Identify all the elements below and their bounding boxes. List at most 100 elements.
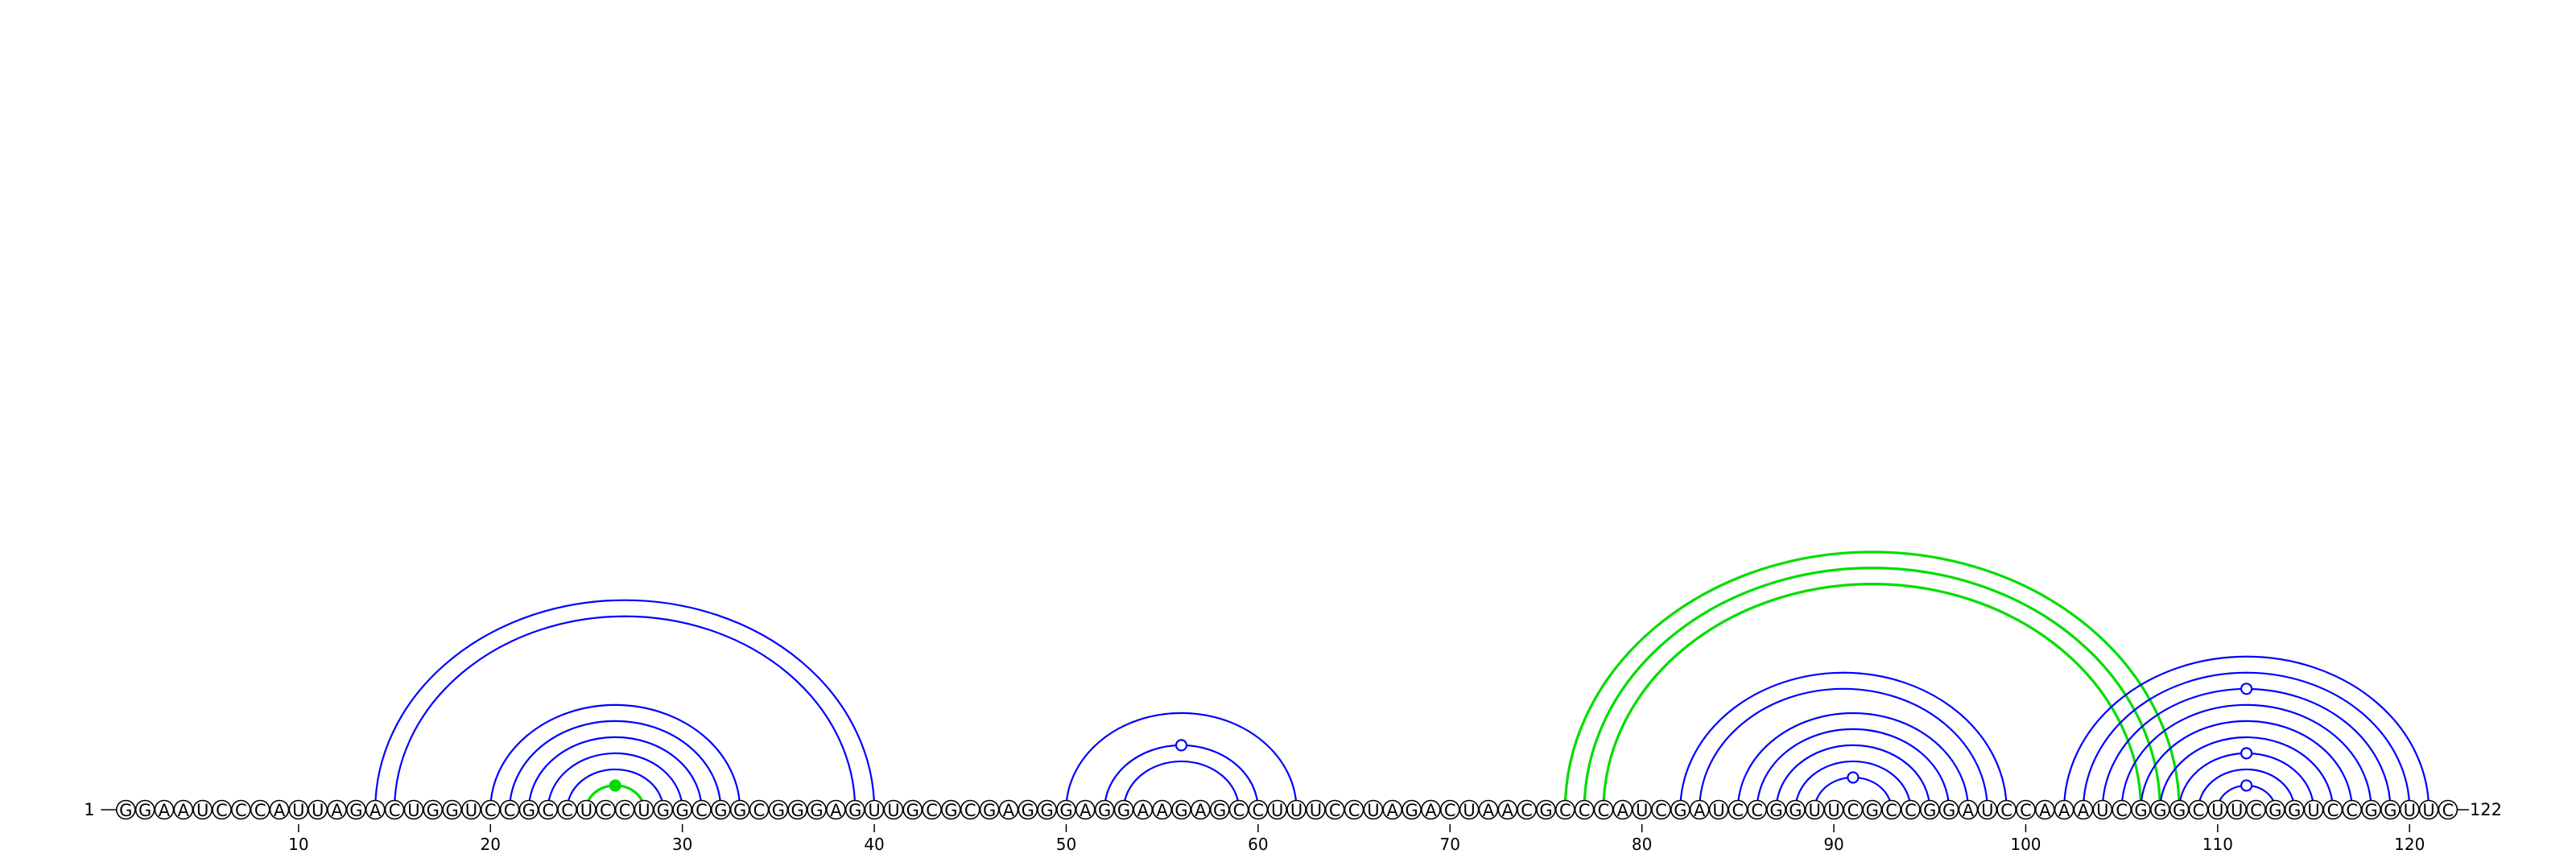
nucleotide-circle (2399, 799, 2420, 820)
nucleotide: U (576, 799, 597, 820)
nucleotide-letter: C (2346, 801, 2358, 820)
nucleotide: G (442, 799, 462, 820)
nucleotide: C (2016, 799, 2036, 820)
nucleotide-circle (480, 799, 501, 820)
nucleotide-circle (1133, 799, 1154, 820)
nucleotide-circle (212, 799, 232, 820)
nucleotide: C (557, 799, 577, 820)
nucleotide-letter: A (274, 801, 286, 820)
nucleotide-circle (288, 799, 309, 820)
base-pair-arc (2120, 703, 2372, 811)
base-pair-arc (1563, 550, 2181, 811)
nucleotide-circle (653, 799, 674, 820)
nucleotide-circle (1958, 799, 1979, 820)
nucleotide-circle (1517, 799, 1537, 820)
five-prime-label: 1 (84, 800, 94, 819)
nucleotide-letter: G (445, 801, 458, 820)
nucleotide-letter: C (1598, 801, 1610, 820)
nucleotide-letter: C (1905, 801, 1917, 820)
nucleotide-circle (423, 799, 444, 820)
nucleotide-letter: A (1502, 801, 1514, 820)
nucleotide-circle (2092, 799, 2113, 820)
nucleotide: C (2322, 799, 2343, 820)
nucleotide-circle (2284, 799, 2305, 820)
nucleotide: G (423, 799, 444, 820)
nucleotide-circle (1612, 799, 1633, 820)
nucleotide-circle (442, 799, 462, 820)
nucleotide: U (1632, 799, 1652, 820)
nucleotide-letter: C (1885, 801, 1897, 820)
nucleotide-circle (1286, 799, 1307, 820)
nucleotide: G (2284, 799, 2305, 820)
position-tick-label: 40 (864, 835, 884, 854)
nucleotide: A (365, 799, 386, 820)
nucleotide-letter: G (1174, 801, 1187, 820)
base-pair-arc (2140, 720, 2353, 811)
nucleotide-circle (1555, 799, 1575, 820)
nucleotide-circle (2073, 799, 2094, 820)
nucleotide-circle (1459, 799, 1480, 820)
nucleotide: C (1555, 799, 1575, 820)
nucleotide: U (2418, 799, 2439, 820)
nucleotide-letter: C (2000, 801, 2013, 820)
nucleotide: C (1344, 799, 1364, 820)
nucleotide-letter: U (1809, 801, 1821, 820)
nucleotide: G (2361, 799, 2381, 820)
nucleotide-circle (2361, 799, 2381, 820)
nucleotide-letter: U (407, 801, 419, 820)
nucleotide-letter: A (830, 801, 842, 820)
nucleotide-letter: G (810, 801, 823, 820)
nucleotide-letter: C (1579, 801, 1591, 820)
nucleotide: U (1267, 799, 1287, 820)
nucleotide-letter: G (733, 801, 746, 820)
nucleotide-circle (1747, 799, 1767, 820)
nucleotide-letter: U (1367, 801, 1379, 820)
base-pair-arc (374, 599, 876, 811)
nucleotide: C (1248, 799, 1269, 820)
nucleotide: A (1958, 799, 1979, 820)
nucleotide-circle (2418, 799, 2439, 820)
nucleotide-letter: G (983, 801, 996, 820)
nucleotide-circle (902, 799, 923, 820)
nucleotide-letter: U (1463, 801, 1475, 820)
nucleotide: G (1862, 799, 1883, 820)
nucleotide-circle (787, 799, 808, 820)
nucleotide-circle (1267, 799, 1287, 820)
nucleotide-letter: G (1674, 801, 1686, 820)
nucleotide: A (998, 799, 1019, 820)
gu-pair-marker (2240, 747, 2253, 760)
nucleotide-circle (691, 799, 712, 820)
nucleotide-letter: G (119, 801, 132, 820)
nucleotide: C (1728, 799, 1748, 820)
nucleotide-letter: U (312, 801, 324, 820)
nucleotide-circle (2169, 799, 2190, 820)
position-tick-label: 70 (1440, 835, 1460, 854)
nucleotide-letter: C (216, 801, 228, 820)
nucleotide: G (653, 799, 674, 820)
nucleotide-circle (1248, 799, 1269, 820)
nucleotide-circle (1094, 799, 1115, 820)
nucleotide-letter: G (1022, 801, 1034, 820)
nucleotide-circle (576, 799, 597, 820)
nucleotide-letter: U (1827, 801, 1839, 820)
nucleotide-circle (2227, 799, 2247, 820)
nucleotide: C (1996, 799, 2017, 820)
nucleotide: U (2092, 799, 2113, 820)
nucleotide-letter: G (2173, 801, 2186, 820)
nucleotide-circle (922, 799, 942, 820)
nucleotide-letter: A (1483, 801, 1495, 820)
base-pair-arc (1122, 760, 1241, 811)
nucleotide-letter: G (2153, 801, 2166, 820)
nucleotide-letter: G (906, 801, 919, 820)
nucleotide-circle (1075, 799, 1096, 820)
position-tick-label: 100 (2010, 835, 2041, 854)
nucleotide-circle (327, 799, 347, 820)
nucleotide: U (1823, 799, 1844, 820)
nucleotide-circle (768, 799, 789, 820)
position-tick-label: 10 (288, 835, 308, 854)
base-pair-arc (2063, 655, 2430, 811)
nucleotide: G (2131, 799, 2151, 820)
nucleotide-letter: C (619, 801, 631, 820)
nucleotide-letter: C (1444, 801, 1456, 820)
nucleotide: C (384, 799, 405, 820)
